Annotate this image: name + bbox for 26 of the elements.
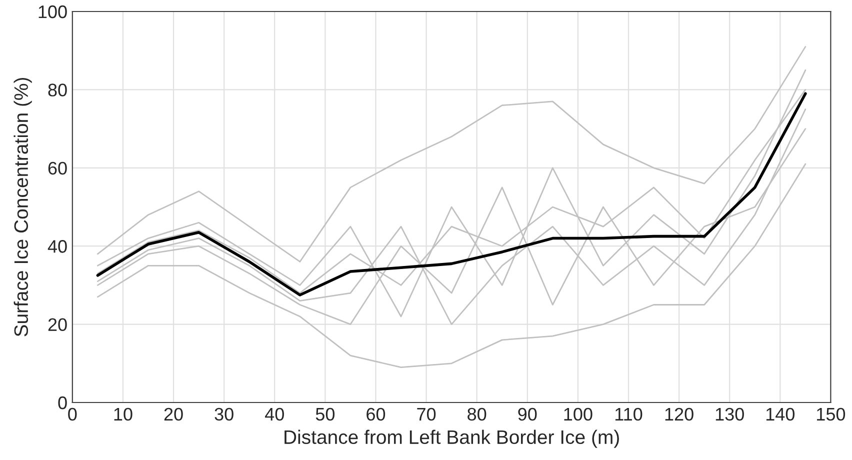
x-tick-label: 50 [316,408,335,421]
x-tick-label: 0 [68,408,77,421]
x-tick-label: 150 [817,408,846,421]
y-tick-label: 60 [48,162,67,175]
x-tick-label: 20 [164,408,183,421]
x-tick-label: 140 [766,408,795,421]
line-series [97,163,806,368]
x-tick-label: 90 [518,408,537,421]
x-tick-label: 60 [366,408,386,421]
x-tick-label: 120 [665,408,694,421]
y-tick-label: 40 [48,240,67,253]
x-tick-label: 100 [564,408,592,421]
x-tick-label: 130 [716,408,744,421]
y-tick-label: 80 [48,84,67,96]
x-tick-label: 80 [468,408,486,421]
y-tick-label: 100 [38,5,67,18]
y-tick-label: 0 [58,396,67,410]
x-tick-label: 10 [114,408,132,421]
x-tick-label: 40 [265,408,284,421]
x-tick-label: 110 [615,408,642,421]
y-tick-label: 20 [48,318,67,332]
y-axis-title: Surface Ice Concentration (%) [14,78,32,336]
x-axis-title: Distance from Left Bank Border Ice (m) [284,430,619,448]
x-tick-label: 70 [417,408,436,421]
line-series [97,46,806,262]
x-tick-label: 30 [214,408,234,421]
